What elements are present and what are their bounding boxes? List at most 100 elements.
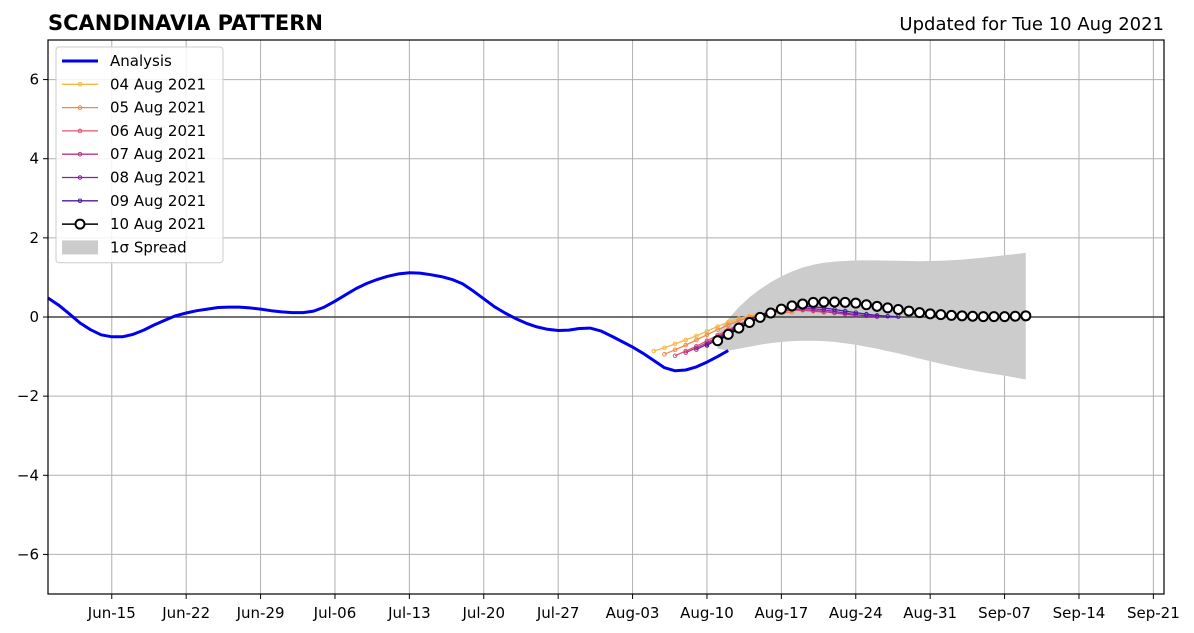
x-tick-label: Jul-27 — [536, 604, 580, 622]
x-tick-label: Aug-17 — [754, 604, 808, 622]
x-tick-label: Jul-06 — [313, 604, 357, 622]
forecast-point — [704, 332, 710, 338]
legend-label: 05 Aug 2021 — [110, 99, 206, 117]
forecast-point — [743, 317, 755, 329]
forecast-point — [864, 311, 869, 317]
forecast-point — [956, 310, 968, 322]
legend-box — [55, 46, 224, 264]
x-tick-label: Jul-13 — [387, 604, 431, 622]
legend-marker — [77, 105, 83, 110]
forecast-point — [1020, 310, 1032, 322]
legend: Analysis 04 Aug 2021 05 Aug 2021 06 Aug 202… — [55, 46, 224, 264]
chart-title: SCANDINAVIA PATTERN — [48, 11, 323, 35]
forecast-point — [712, 335, 724, 347]
forecast-point — [842, 308, 848, 314]
forecast-point — [733, 322, 745, 334]
forecast-point — [694, 347, 699, 352]
forecast-point — [797, 298, 809, 310]
forecast-point — [704, 343, 710, 348]
legend-label: 07 Aug 2021 — [110, 145, 206, 163]
y-tick-label: −2 — [17, 387, 39, 405]
y-tick-label: 6 — [29, 71, 39, 89]
forecast-point — [967, 310, 979, 322]
x-tick-label: Aug-31 — [903, 604, 957, 622]
forecast-point — [885, 313, 890, 319]
x-tick-label: Aug-24 — [829, 604, 883, 622]
y-tick-label: 0 — [29, 308, 39, 326]
forecast-point — [977, 311, 989, 323]
forecast-series — [712, 296, 1032, 347]
forecast-point — [903, 305, 915, 317]
forecast-point — [818, 296, 830, 308]
forecast-point — [850, 297, 862, 309]
legend-label: 09 Aug 2021 — [110, 192, 206, 210]
legend-marker — [77, 82, 83, 87]
legend-marker — [74, 218, 86, 230]
forecast-point — [874, 313, 880, 318]
y-tick-label: 4 — [29, 150, 39, 168]
forecast-point — [892, 303, 904, 315]
legend-marker — [77, 128, 83, 134]
chart-subtitle: Updated for Tue 10 Aug 2021 — [899, 14, 1164, 35]
y-tick-label: −4 — [17, 466, 39, 484]
forecast-point — [871, 300, 883, 312]
forecast-point — [672, 353, 678, 359]
analysis-line — [47, 271, 729, 373]
forecast-point — [672, 347, 678, 353]
forecast-point — [651, 348, 657, 354]
legend-marker — [77, 198, 83, 204]
forecast-point — [935, 309, 947, 321]
forecast-point — [988, 311, 1000, 323]
forecast-point — [882, 302, 894, 314]
forecast-point — [722, 328, 734, 340]
forecast-point — [725, 319, 731, 325]
forecast-point — [683, 350, 689, 355]
legend-marker — [77, 151, 83, 157]
forecast-point — [672, 341, 678, 347]
forecast-point — [914, 307, 926, 319]
x-tick-label: Sep-14 — [1053, 604, 1106, 622]
forecast-point — [1009, 310, 1021, 322]
legend-label: 1σ Spread — [110, 238, 187, 256]
x-tick-label: Jun-15 — [87, 604, 136, 622]
x-tick-label: Jul-20 — [461, 604, 505, 622]
forecast-point — [683, 348, 689, 354]
legend-label: 04 Aug 2021 — [110, 75, 206, 93]
x-tick-label: Aug-03 — [606, 604, 660, 622]
forecast-point — [924, 308, 936, 320]
forecast-point — [775, 303, 787, 315]
forecast-point — [860, 299, 872, 311]
legend-label: 06 Aug 2021 — [110, 122, 206, 140]
legend-label: 08 Aug 2021 — [110, 169, 206, 187]
forecast-point — [683, 337, 689, 343]
forecast-point — [715, 327, 720, 332]
forecast-point — [829, 296, 841, 308]
forecast-point — [853, 310, 859, 315]
forecast-point — [999, 311, 1011, 323]
axes: Jun-15 Jun-22 Jun-29 Jul-06 Jul-13 Jul-20 Jul-… — [17, 39, 1180, 622]
forecast-point — [683, 342, 689, 348]
legend-swatch — [62, 240, 98, 255]
forecast-point — [807, 296, 819, 308]
forecast-point — [786, 300, 798, 312]
x-tick-label: Aug-10 — [680, 604, 734, 622]
forecast-point — [662, 345, 667, 351]
forecast-point — [694, 337, 699, 343]
forecast-point — [754, 311, 766, 323]
forecast-point — [945, 309, 957, 321]
forecast-point — [839, 296, 851, 308]
y-tick-label: −6 — [17, 545, 39, 563]
x-tick-label: Jun-22 — [161, 604, 210, 622]
legend-label: 10 Aug 2021 — [110, 215, 206, 233]
x-tick-label: Sep-07 — [978, 604, 1031, 622]
forecast-point — [832, 307, 837, 312]
forecast-point — [725, 322, 731, 328]
forecast-point — [765, 307, 777, 319]
series-layer — [47, 271, 1032, 373]
x-tick-label: Jun-29 — [236, 604, 285, 622]
legend-marker — [77, 175, 83, 180]
forecast-point — [662, 351, 667, 357]
legend-label: Analysis — [110, 52, 172, 70]
x-tick-label: Sep-21 — [1127, 604, 1180, 622]
